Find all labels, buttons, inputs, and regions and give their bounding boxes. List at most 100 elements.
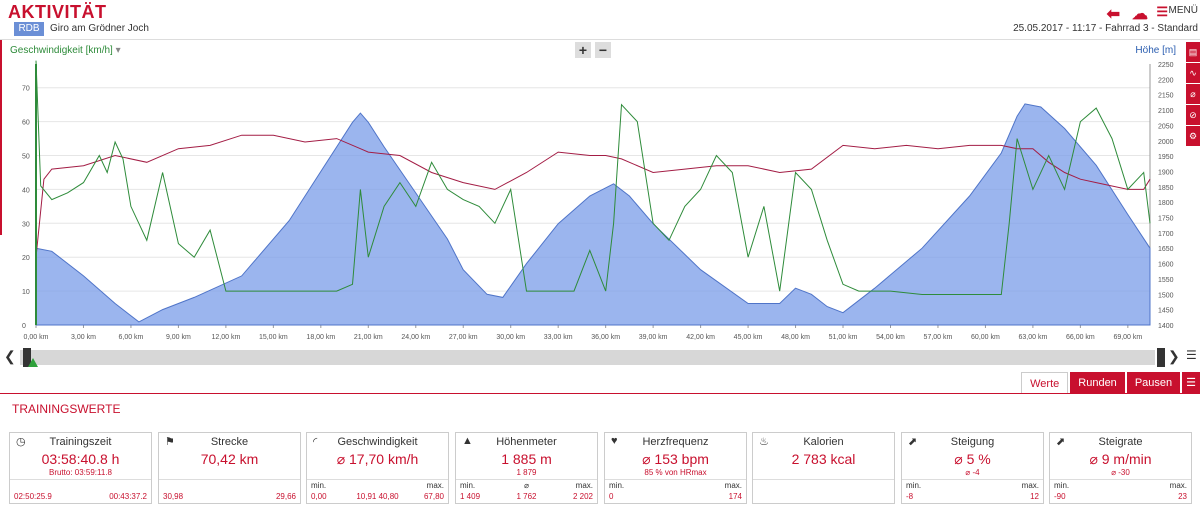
y-tick-right: 1800: [1158, 200, 1174, 207]
card-min-label: min.: [906, 481, 922, 490]
tab-runden[interactable]: Runden: [1070, 372, 1125, 394]
stat-card-1[interactable]: ⚑ Strecke 70,42 km 30,98 29,66: [158, 432, 301, 504]
y-tick-right: 1850: [1158, 185, 1174, 192]
stat-card-2[interactable]: ◜ Geschwindigkeit ⌀ 17,70 km/h min. max. 0,00…: [306, 432, 449, 504]
menu-icon[interactable]: ☰: [1156, 4, 1168, 19]
tab-list-icon[interactable]: ☰: [1182, 372, 1200, 394]
card-divider: [10, 479, 151, 480]
cloud-sync-icon[interactable]: ☁: [1132, 6, 1148, 23]
y-tick-right: 1900: [1158, 169, 1174, 176]
activity-chart[interactable]: 0 10 20 30 40 50 60 70 1400 1450 1500 1550 1600 1650 1…: [0, 40, 1200, 340]
series-speed-line: [35, 60, 1151, 295]
chart-side-toolbar: ▤ ∿ ⌀ ⊘ ⚙: [1186, 42, 1200, 147]
card-mid-value: 1 762: [516, 492, 537, 501]
zoom-in-button[interactable]: +: [575, 42, 591, 58]
card-divider: [902, 479, 1043, 480]
y-tick-right: 2050: [1158, 123, 1174, 130]
card-max-label: max.: [575, 481, 593, 490]
scroll-right-icon[interactable]: ❯: [1168, 348, 1180, 364]
x-tick-label: 57,00 km: [924, 334, 953, 340]
card-mid-label: ⌀: [524, 481, 529, 490]
activity-info: 25.05.2017 - 11:17 - Fahrrad 3 - Standar…: [1013, 23, 1198, 34]
card-max-value: 23: [1178, 492, 1187, 501]
chart-scrollbar[interactable]: ❮ ❯ ☰: [0, 346, 1200, 368]
card-divider: [605, 479, 746, 480]
card-value: 03:58:40.8 h: [41, 451, 120, 467]
stat-card-0[interactable]: ◷ Trainingszeit 03:58:40.8 h Brutto: 03:59:…: [9, 432, 152, 504]
card-value: ⌀ 5 %: [954, 451, 991, 467]
card-max-label: max.: [426, 481, 444, 490]
card-min-label: min.: [311, 481, 327, 490]
y-tick-left: 70: [22, 86, 30, 93]
card-min-value: 0,00: [311, 492, 327, 501]
y-tick-right: 2000: [1158, 139, 1174, 146]
card-title: Trainingszeit: [49, 436, 112, 448]
chart-settings-icon[interactable]: ⚙: [1186, 126, 1200, 146]
start-marker-icon: [28, 358, 38, 367]
y-tick-left: 30: [22, 221, 30, 228]
back-arrow-icon[interactable]: ⬅: [1106, 6, 1120, 23]
stat-card-6[interactable]: ⬈ Steigung ⌀ 5 % ⌀ -4 min. max. -8 12: [901, 432, 1044, 504]
clock-icon: ◷: [16, 436, 26, 448]
card-subvalue: 85 % von HRmax: [644, 468, 707, 477]
card-title: Strecke: [210, 436, 249, 448]
layers-icon[interactable]: ▤: [1186, 42, 1200, 62]
card-max-value: 174: [728, 492, 742, 501]
card-title: Steigung: [950, 436, 995, 448]
diameter-icon[interactable]: ⊘: [1186, 105, 1200, 125]
tab-pausen[interactable]: Pausen: [1126, 372, 1181, 394]
average-icon[interactable]: ⌀: [1186, 84, 1200, 104]
scroll-handle-right[interactable]: [1157, 348, 1165, 367]
y-tick-right: 1400: [1158, 323, 1174, 330]
y-tick-right: 1600: [1158, 262, 1174, 269]
left-axis-label[interactable]: Geschwindigkeit [km/h] ▾: [10, 45, 121, 56]
line-chart-icon[interactable]: ∿: [1186, 63, 1200, 83]
y-tick-left: 10: [22, 289, 30, 296]
header-divider: [0, 39, 1200, 40]
x-tick-label: 42,00 km: [686, 334, 715, 340]
card-subvalue: 1 879: [516, 468, 537, 477]
x-tick-label: 33,00 km: [544, 334, 573, 340]
series-elevation-area: [35, 103, 1151, 326]
y-tick-left: 0: [22, 323, 26, 330]
stat-card-5[interactable]: ♨ Kalorien 2 783 kcal: [752, 432, 895, 504]
y-tick-right: 1750: [1158, 216, 1174, 223]
card-value: 70,42 km: [200, 451, 259, 467]
card-title: Herzfrequenz: [642, 436, 709, 448]
stat-card-7[interactable]: ⬈ Steigrate ⌀ 9 m/min ⌀ -30 min. max. -90 23: [1049, 432, 1192, 504]
zoom-out-button[interactable]: −: [595, 42, 611, 58]
card-min-label: min.: [609, 481, 625, 490]
climb-rate-icon: ⬈: [1056, 436, 1066, 448]
list-icon[interactable]: ☰: [1186, 348, 1197, 362]
card-divider: [159, 479, 300, 480]
card-title: Geschwindigkeit: [337, 436, 418, 448]
card-max-value: 00:43:37.2: [109, 492, 147, 501]
right-axis-label[interactable]: Höhe [m]: [1135, 45, 1176, 56]
card-min-value: 30,98: [163, 492, 184, 501]
stat-card-4[interactable]: ♥ Herzfrequenz ⌀ 153 bpm 85 % von HRmax min.…: [604, 432, 747, 504]
tab-bar: Werte Runden Pausen ☰: [1021, 372, 1200, 394]
card-min-value: 1 409: [460, 492, 481, 501]
y-tick-right: 2150: [1158, 93, 1174, 100]
card-max-value: 12: [1030, 492, 1039, 501]
x-tick-label: 63,00 km: [1019, 334, 1048, 340]
speedometer-icon: ◜: [313, 436, 318, 448]
card-max-label: max.: [1169, 481, 1187, 490]
card-value: 2 783 kcal: [791, 451, 856, 467]
x-tick-label: 66,00 km: [1066, 334, 1095, 340]
card-divider: [456, 479, 597, 480]
card-divider: [753, 479, 894, 480]
card-value: ⌀ 17,70 km/h: [336, 451, 419, 467]
card-max-value: 67,80: [423, 492, 444, 501]
tab-werte[interactable]: Werte: [1021, 372, 1069, 394]
x-tick-label: 39,00 km: [639, 334, 668, 340]
scroll-left-icon[interactable]: ❮: [4, 348, 16, 364]
y-tick-right: 2250: [1158, 62, 1174, 69]
x-tick-label: 9,00 km: [166, 334, 191, 340]
x-tick-label: 3,00 km: [71, 334, 96, 340]
card-subvalue: Brutto: 03:59:11.8: [48, 468, 112, 477]
scroll-handle-left[interactable]: [23, 348, 31, 367]
scroll-track[interactable]: [20, 350, 1155, 365]
menu-label[interactable]: MENÜ: [1168, 5, 1198, 16]
